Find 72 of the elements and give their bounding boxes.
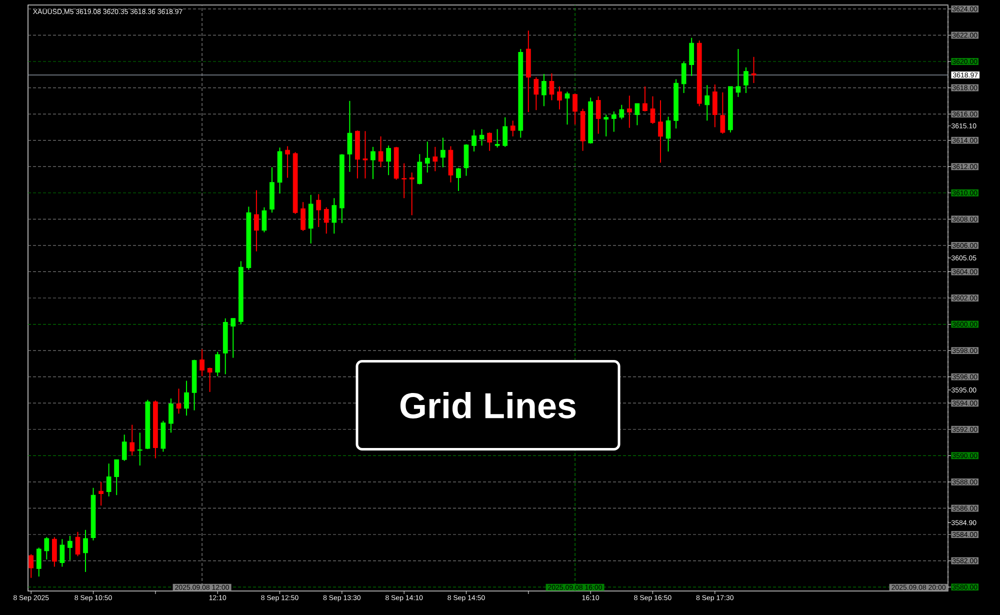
candlestick [666,116,671,152]
candlestick [230,318,236,358]
candlestick [347,100,352,172]
candlestick [440,137,446,168]
candlestick [572,93,578,126]
candlestick [262,206,267,233]
candlestick [200,348,204,377]
candlestick [487,132,492,152]
annotation: Grid Lines [400,392,576,418]
candlestick [611,110,616,132]
candlestick [720,92,726,134]
candlestick [627,95,632,128]
candlestick [549,72,554,101]
candlestick [596,96,601,134]
candlestick [502,116,508,148]
candlestick [378,136,384,168]
candlestick [285,146,290,178]
candlestick [60,538,65,568]
candlestick [456,167,461,192]
candlestick [464,144,469,176]
candlestick [300,202,306,232]
candlestick [75,531,80,557]
candlestick [402,162,407,199]
candlestick [83,529,88,572]
candlestick [122,434,127,462]
candlestick [176,388,182,414]
candlestick [704,84,710,122]
candlestick [479,128,484,146]
candlestick [557,86,562,110]
candlestick [207,367,212,392]
candlestick [542,73,546,107]
candlestick [681,60,686,94]
candlestick [36,547,42,578]
candlestick [432,146,438,172]
candlestick [114,459,120,496]
candlestick [28,554,34,578]
candlestick [736,48,741,98]
candlestick [370,146,376,180]
candlestick [386,145,391,176]
candlestick [417,154,422,185]
candlestick [184,380,189,416]
candlestick [642,86,648,112]
candlestick [215,351,220,377]
candlestick [52,536,57,568]
candlestick [634,103,640,126]
candlestick [130,424,135,456]
candlestick [472,129,476,152]
candlestick [98,481,104,506]
candlestick [564,91,570,126]
candlestick [744,66,748,94]
candlestick [254,190,259,252]
candlestick [494,128,500,148]
candlestick [316,194,322,228]
candlestick [362,130,368,179]
candlestick [409,172,414,216]
candlestick [619,104,624,120]
candlestick [324,206,329,234]
candlestick [332,198,337,234]
candlestick [534,76,539,111]
candlestick [604,114,609,137]
candlestick [712,84,718,128]
candlestick [650,96,656,124]
candlestick [168,398,174,434]
candlestick [689,37,694,76]
candlestick [424,141,430,174]
candlestick [44,536,50,560]
candlestick [751,56,756,84]
candlestick [106,463,112,497]
candlestick [658,100,663,164]
candlestick [510,120,516,137]
candlestick [137,432,142,466]
candlestick [68,535,72,561]
